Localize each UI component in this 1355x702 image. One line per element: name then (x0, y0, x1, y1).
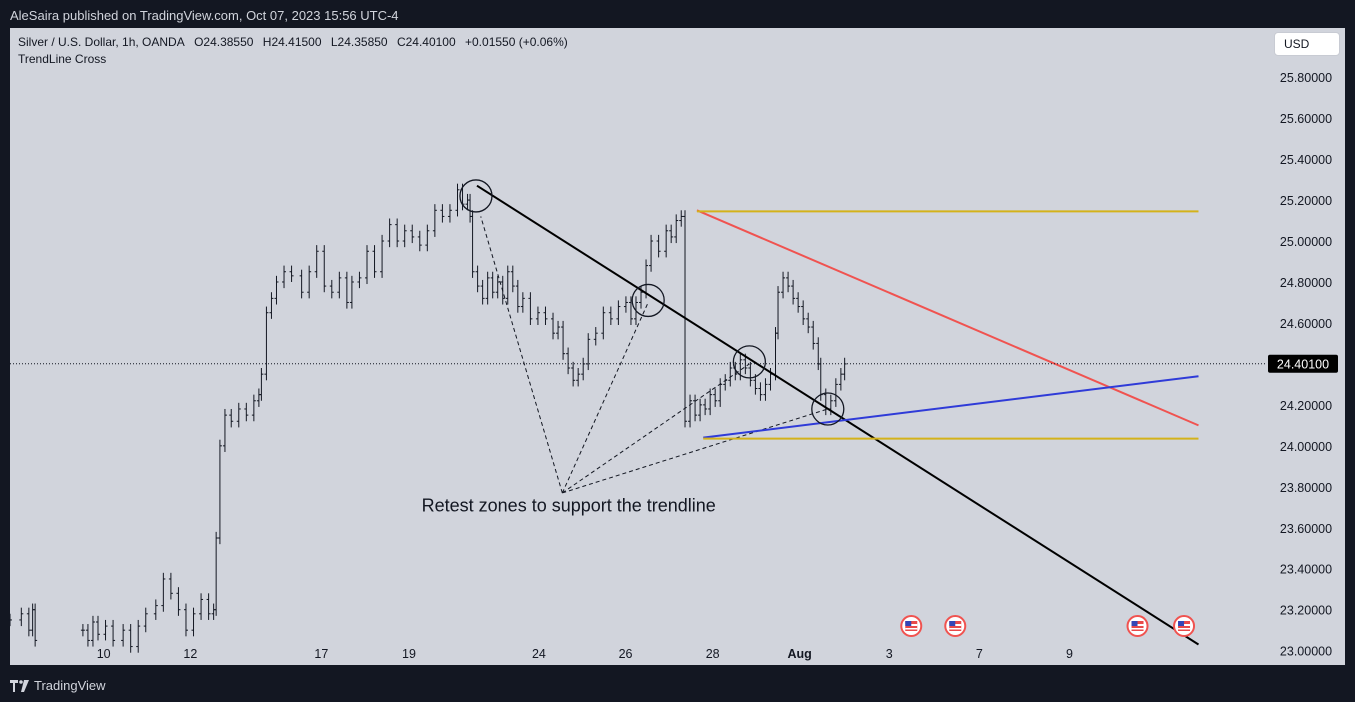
x-tick-label: 7 (976, 647, 983, 661)
red-line (696, 209, 1199, 427)
x-tick-label: 3 (886, 647, 893, 661)
y-tick-label: 25.80000 (1280, 71, 1332, 85)
last-price-label: 24.40100 (1277, 358, 1329, 372)
flag-stripe-white (949, 628, 962, 630)
retest-dashed-line (562, 363, 750, 494)
x-tick-label: 26 (619, 647, 633, 661)
x-tick-label: 12 (183, 647, 197, 661)
x-tick-label: 17 (314, 647, 328, 661)
y-tick-label: 23.80000 (1280, 481, 1332, 495)
retest-circle (459, 179, 493, 213)
tradingview-logo-icon (10, 680, 29, 692)
footer-brand-label: TradingView (34, 678, 106, 693)
flag-canton (1178, 621, 1185, 626)
x-tick-label: 19 (402, 647, 416, 661)
y-tick-label: 23.40000 (1280, 563, 1332, 577)
x-tick-label: Aug (787, 647, 811, 661)
flag-stripe-white (1131, 628, 1144, 630)
price-change: +0.01550 (+0.06%) (465, 35, 568, 49)
y-tick-label: 24.80000 (1280, 276, 1332, 290)
footer-brand[interactable]: TradingView (10, 676, 106, 696)
symbol-name: Silver / U.S. Dollar, 1h, OANDA (18, 35, 185, 49)
y-tick-label: 23.20000 (1280, 604, 1332, 618)
y-tick-label: 23.60000 (1280, 522, 1332, 536)
currency-button[interactable]: USD (1274, 32, 1340, 56)
symbol-legend: Silver / U.S. Dollar, 1h, OANDA O24.3855… (18, 35, 574, 49)
annotation-text: Retest zones to support the trendline (422, 495, 716, 515)
ohlc-high: H24.41500 (262, 35, 322, 49)
ohlc-close: C24.40100 (396, 35, 456, 49)
flag-stripe-white (1178, 628, 1191, 630)
y-tick-label: 24.20000 (1280, 399, 1332, 413)
flag-canton (905, 621, 912, 626)
y-tick-label: 24.60000 (1280, 317, 1332, 331)
publisher-line: AleSaira published on TradingView.com, O… (10, 8, 399, 23)
x-tick-label: 10 (97, 647, 111, 661)
chart-area[interactable] (10, 28, 1345, 665)
flag-canton (949, 621, 956, 626)
black-trendline (476, 184, 1200, 646)
retest-dashed-line (561, 302, 649, 494)
retest-circle (811, 392, 845, 426)
ohlc-low: L24.35850 (330, 35, 388, 49)
x-tick-label: 9 (1066, 647, 1073, 661)
blue-line (703, 375, 1199, 439)
flag-canton (1131, 621, 1138, 626)
y-tick-label: 24.00000 (1280, 440, 1332, 454)
y-tick-label: 25.20000 (1280, 194, 1332, 208)
x-tick-label: 24 (532, 647, 546, 661)
indicator-label: TrendLine Cross (18, 52, 107, 66)
y-tick-label: 25.40000 (1280, 153, 1332, 167)
retest-circle (631, 283, 665, 318)
y-tick-label: 25.00000 (1280, 235, 1332, 249)
retest-dashed-line (562, 408, 828, 494)
last-price-badge (1268, 354, 1338, 373)
flag-stripe-white (905, 628, 918, 630)
y-tick-label: 25.60000 (1280, 112, 1332, 126)
y-tick-label: 23.00000 (1280, 645, 1332, 659)
retest-circle (732, 345, 767, 379)
retest-dashed-line (480, 216, 563, 494)
ohlc-open: O24.38550 (194, 35, 254, 49)
x-tick-label: 28 (706, 647, 720, 661)
